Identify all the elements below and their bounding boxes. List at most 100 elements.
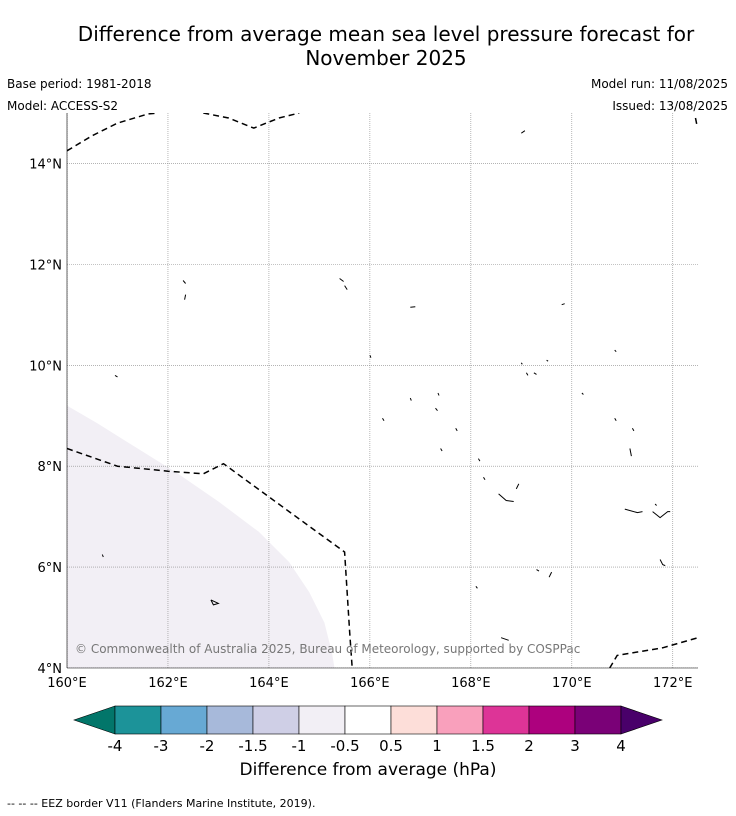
island-outline <box>498 493 514 502</box>
island-outline <box>629 448 632 457</box>
colorbar-bin <box>114 705 162 735</box>
colorbar-bin <box>206 705 254 735</box>
island-outline <box>114 374 118 378</box>
colorbar-tick-label: -0.5 <box>330 737 359 755</box>
colorbar-tick-label: -2 <box>200 737 215 755</box>
plot-frame <box>66 113 698 669</box>
island-outline <box>435 407 438 412</box>
island-outline <box>500 637 509 641</box>
colorbar-tick-label: 4 <box>616 737 626 755</box>
island-outline <box>182 280 186 284</box>
island-outline <box>654 503 657 506</box>
island-outline <box>437 392 440 396</box>
colorbar-tick-label: -1 <box>292 737 307 755</box>
colorbar-bin <box>528 705 576 735</box>
longitude-tick-label: 172°E <box>653 676 693 691</box>
eez-border-line <box>67 447 353 668</box>
islands <box>101 130 671 641</box>
island-outline <box>614 349 617 353</box>
meta-right: Model run: 11/08/2025 Issued: 13/08/2025 <box>591 77 728 121</box>
meta-left: Base period: 1981-2018 Model: ACCESS-S2 <box>7 77 152 121</box>
longitude-labels: 160°E 162°E 164°E 166°E 168°E 170°E 172°E <box>47 676 692 691</box>
island-outline <box>561 303 565 306</box>
island-outline <box>440 448 443 452</box>
eez-border-line <box>67 113 158 152</box>
colorbar-bin <box>436 705 484 735</box>
island-outline <box>410 306 416 308</box>
colorbar-tick-label: 1 <box>432 737 442 755</box>
colorbar-low-extend <box>73 705 116 735</box>
colorbar-bin <box>298 705 346 735</box>
longitude-tick-label: 168°E <box>451 676 491 691</box>
island-outline <box>631 428 635 432</box>
island-outline <box>515 483 520 490</box>
latitude-tick-label: 12°N <box>29 258 62 273</box>
latitude-labels: 4°N 6°N 8°N 10°N 12°N 14°N <box>29 157 62 677</box>
colorbar-tick-label: -4 <box>108 737 123 755</box>
eez-border-line <box>203 113 300 129</box>
island-outline <box>520 362 523 365</box>
colorbar-tick-label: 3 <box>570 737 580 755</box>
colorbar-high-extend <box>620 705 663 735</box>
longitude-tick-label: 162°E <box>148 676 188 691</box>
copyright-text: © Commonwealth of Australia 2025, Bureau… <box>75 642 580 656</box>
base-period: Base period: 1981-2018 <box>7 77 152 91</box>
island-outline <box>184 294 187 300</box>
island-outline <box>369 355 372 358</box>
longitude-tick-label: 164°E <box>249 676 289 691</box>
colorbar-tick-label: 1.5 <box>471 737 495 755</box>
latitude-tick-label: 4°N <box>38 662 63 677</box>
colorbar-bin <box>344 705 392 735</box>
eez-border-line <box>609 636 698 668</box>
island-outline <box>521 130 526 134</box>
title-line-1: Difference from average mean sea level p… <box>77 22 695 46</box>
latitude-tick-label: 6°N <box>38 561 63 576</box>
colorbar-tick-label: 2 <box>524 737 534 755</box>
island-outline <box>455 428 458 432</box>
island-outline <box>210 599 220 606</box>
colorbar-tick-label: -3 <box>154 737 169 755</box>
island-outline <box>477 458 481 462</box>
colorbar-bin <box>574 705 622 735</box>
island-outline <box>101 554 104 558</box>
island-outline <box>548 571 553 578</box>
issued-date: Issued: 13/08/2025 <box>612 99 728 113</box>
island-outline <box>652 511 671 519</box>
island-outline <box>475 586 478 589</box>
colorbar-tick-label: -1.5 <box>238 737 267 755</box>
page-title: Difference from average mean sea level p… <box>0 22 736 70</box>
colorbar-bin <box>252 705 300 735</box>
colorbar-bin <box>482 705 530 735</box>
title-line-2: November 2025 <box>305 46 467 70</box>
island-outline <box>546 359 549 362</box>
island-outline <box>409 397 412 401</box>
model-name: Model: ACCESS-S2 <box>7 99 119 113</box>
colorbar-bin <box>160 705 208 735</box>
gridlines <box>67 113 698 668</box>
eez-legend-footer: -- -- -- EEZ border V11 (Flanders Marine… <box>7 797 316 810</box>
island-outline <box>581 392 584 395</box>
island-outline <box>533 372 537 375</box>
eez-border-line <box>694 117 698 126</box>
island-outline <box>614 418 617 422</box>
colorbar-bin <box>390 705 438 735</box>
latitude-tick-label: 10°N <box>29 359 62 374</box>
island-outline <box>382 418 385 422</box>
longitude-tick-label: 170°E <box>552 676 592 691</box>
model-run: Model run: 11/08/2025 <box>590 77 728 91</box>
colorbar: -4 -3 -2 -1.5 -1 -0.5 0.5 1 1.5 2 3 4 <box>73 705 663 755</box>
island-outline <box>339 278 344 282</box>
island-outline <box>624 508 643 514</box>
colorbar-title: Difference from average (hPa) <box>239 760 497 780</box>
island-outline <box>344 285 348 290</box>
island-outline <box>525 372 529 376</box>
island-outline <box>536 569 540 572</box>
eez-borders <box>67 113 698 668</box>
longitude-tick-label: 166°E <box>350 676 390 691</box>
island-outline <box>659 559 666 567</box>
colorbar-tick-label: 0.5 <box>379 737 403 755</box>
forecast-map: © Commonwealth of Australia 2025, Bureau… <box>29 113 698 691</box>
longitude-tick-label: 160°E <box>47 676 87 691</box>
anomaly-region-shading <box>67 405 335 668</box>
latitude-tick-label: 8°N <box>38 460 63 475</box>
